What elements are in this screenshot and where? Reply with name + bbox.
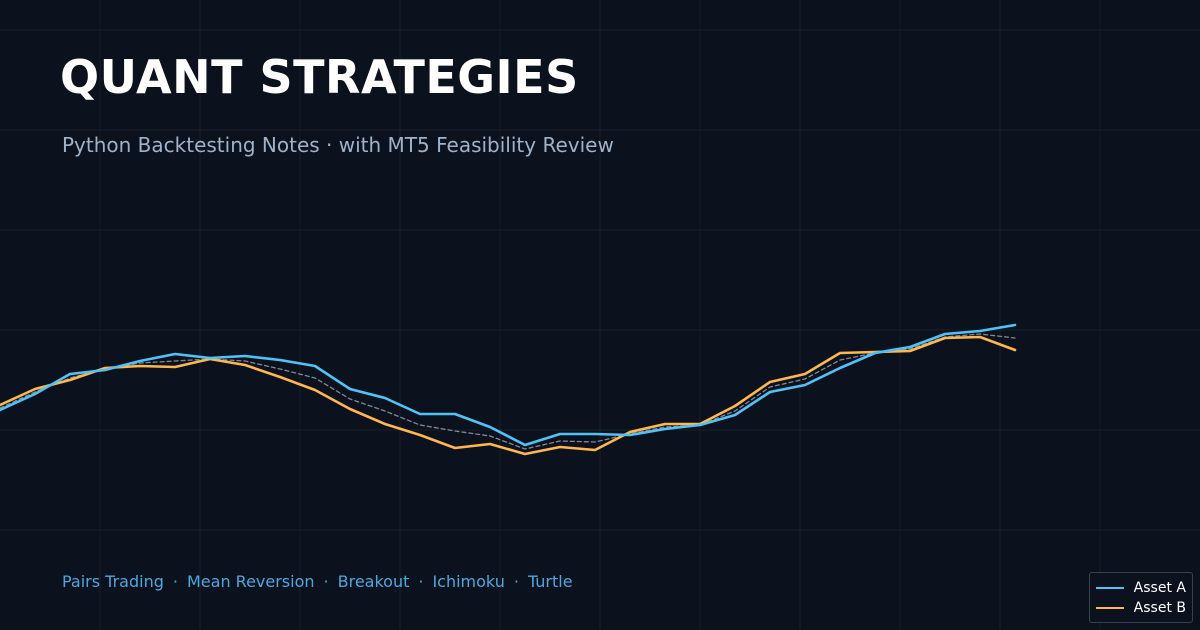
strategy-tag: Mean Reversion bbox=[186, 572, 315, 591]
legend-entry-asset-a: Asset A bbox=[1095, 578, 1186, 598]
legend-entry-asset-b: Asset B bbox=[1095, 598, 1186, 618]
chart-legend: Asset A Asset B bbox=[1088, 572, 1193, 623]
tag-separator: · bbox=[513, 572, 519, 591]
legend-label-asset-b: Asset B bbox=[1133, 600, 1186, 616]
legend-label-asset-a: Asset A bbox=[1133, 580, 1186, 596]
series-line-asset-b bbox=[0, 335, 1017, 456]
strategy-tag: Breakout bbox=[337, 572, 410, 591]
strategy-tag: Pairs Trading bbox=[62, 572, 164, 591]
tag-separator: · bbox=[323, 572, 329, 591]
legend-swatch-asset-b bbox=[1095, 607, 1124, 609]
page-title: QUANT STRATEGIES bbox=[60, 50, 579, 104]
page-subtitle: Python Backtesting Notes · with MT5 Feas… bbox=[62, 133, 614, 157]
series-line-asset-a bbox=[0, 323, 1017, 447]
legend-swatch-asset-a bbox=[1095, 587, 1124, 589]
strategy-tag-list: Pairs Trading · Mean Reversion · Breakout · Ic… bbox=[62, 572, 573, 591]
tag-separator: · bbox=[418, 572, 424, 591]
strategy-tag: Turtle bbox=[527, 572, 573, 591]
series-line-spread bbox=[0, 333, 1016, 450]
tag-separator: · bbox=[172, 572, 178, 591]
series-layer bbox=[0, 323, 1017, 456]
strategy-tag: Ichimoku bbox=[432, 572, 505, 591]
